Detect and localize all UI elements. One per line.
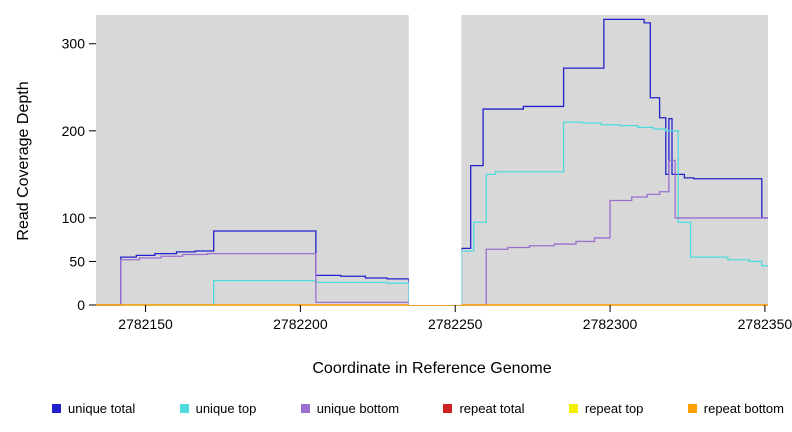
chart-legend: unique total unique top unique bottom repea… — [52, 397, 784, 419]
legend-swatch-unique-top — [179, 403, 189, 413]
legend-swatch-unique-total — [52, 403, 61, 413]
series-unique-top — [96, 121, 768, 306]
x-axis-label: Coordinate in Reference Genome — [312, 360, 552, 377]
legend-item-unique-top: unique top — [179, 400, 257, 416]
x-tick-label: 2782200 — [273, 316, 328, 332]
y-tick-label: 200 — [62, 123, 86, 139]
legend-item-repeat-total: repeat total — [443, 400, 525, 416]
legend-swatch-unique-bottom — [300, 403, 310, 413]
legend-swatch-repeat-total — [443, 403, 453, 413]
y-axis-label: Read Coverage Depth — [15, 81, 32, 241]
legend-swatch-repeat-bottom — [687, 403, 697, 413]
series-unique-total — [96, 18, 768, 306]
y-tick-label: 50 — [69, 253, 85, 269]
x-tick-label: 2782150 — [118, 316, 173, 332]
legend-label: repeat total — [459, 400, 525, 416]
legend-label: unique total — [68, 400, 136, 416]
x-tick-label: 2782300 — [583, 316, 638, 332]
y-tick-label: 100 — [62, 210, 86, 226]
x-tick-label: 2782350 — [738, 316, 792, 332]
legend-item-unique-bottom: unique bottom — [300, 400, 400, 416]
legend-label: repeat top — [584, 400, 644, 416]
y-tick-label: 300 — [62, 36, 86, 52]
y-tick-label: 0 — [77, 297, 85, 313]
legend-label: unique top — [195, 400, 257, 416]
legend-label: unique bottom — [316, 400, 400, 416]
legend-item-unique-total: unique total — [52, 401, 135, 416]
legend-item-repeat-bottom: repeat bottom — [687, 400, 784, 416]
x-tick-label: 2782250 — [428, 316, 483, 332]
legend-item-repeat-top: repeat top — [568, 400, 644, 416]
legend-swatch-repeat-top — [568, 403, 578, 413]
masked-region — [408, 10, 462, 305]
series-unique-bottom — [96, 159, 768, 306]
legend-label: repeat bottom — [703, 400, 784, 416]
